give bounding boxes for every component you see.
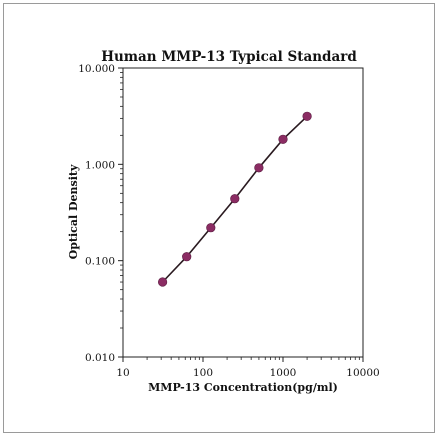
x-tick-label: 100	[193, 367, 213, 379]
data-point	[182, 252, 192, 262]
y-axis-label: Optical Density	[67, 164, 80, 259]
data-point	[278, 134, 288, 144]
y-tick-label: 10.000	[78, 63, 115, 75]
x-axis-label: MMP-13 Concentration(pg/ml)	[148, 381, 338, 394]
x-axis: 10 100 1000 10000	[116, 357, 380, 379]
y-axis: 0.010 0.100 1.000 10.000	[78, 63, 123, 364]
x-tick-label: 1000	[270, 367, 297, 379]
data-point	[254, 163, 264, 173]
x-tick-label: 10	[116, 367, 129, 379]
data-point	[302, 111, 312, 121]
chart: Human MMP-13 Typical Standard 0.010 0.100…	[67, 49, 380, 394]
data-point	[230, 194, 240, 204]
chart-frame: Human MMP-13 Typical Standard 0.010 0.100…	[3, 3, 435, 433]
data-point	[158, 277, 168, 287]
plot-area	[122, 67, 364, 358]
x-tick-label: 10000	[346, 367, 379, 379]
y-tick-label: 0.010	[85, 352, 115, 364]
series-group	[158, 111, 312, 287]
y-tick-label: 0.100	[85, 256, 115, 268]
chart-title: Human MMP-13 Typical Standard	[101, 49, 357, 65]
data-point	[206, 223, 216, 233]
y-tick-label: 1.000	[85, 159, 115, 171]
